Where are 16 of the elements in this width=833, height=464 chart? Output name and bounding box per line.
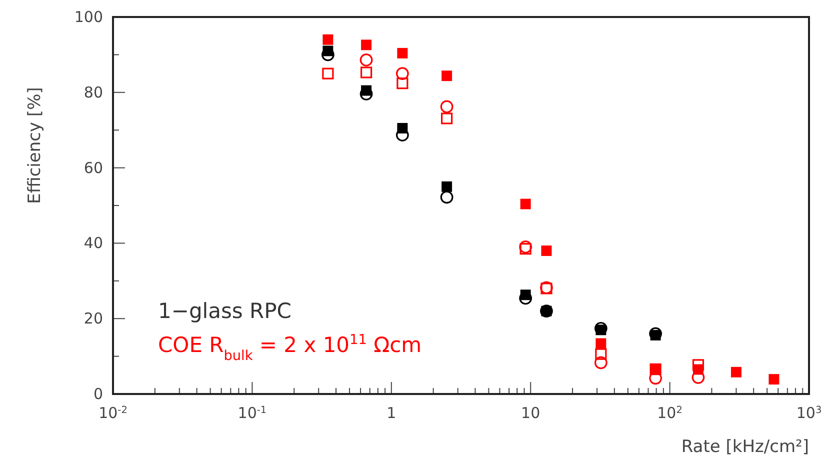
x-tick-label: 10 (521, 404, 540, 422)
y-tick-label: 40 (84, 234, 103, 252)
y-tick-label: 80 (84, 83, 103, 102)
y-tick-label: 0 (93, 385, 103, 403)
x-tick-label: 10$^{2}$ (657, 404, 682, 422)
x-axis-title: Rate [kHz/cm²] (681, 437, 809, 457)
y-tick-label: 60 (84, 158, 103, 177)
x-tick-label: 10$^{-2}$ (98, 404, 128, 422)
y-axis-title: Efficiency [%] (25, 87, 45, 204)
y-tick-label: 100 (74, 8, 103, 26)
annotation: 1−glass RPC (158, 299, 292, 323)
y-tick-label: 20 (84, 310, 103, 328)
x-tick-label: 1 (386, 404, 396, 422)
x-tick-label: 10$^{3}$ (796, 404, 822, 422)
annotation: COE R$_{bulk}$ = 2 x 10$^{11}$ Ωcm (158, 332, 422, 364)
x-tick-label: 10$^{-1}$ (238, 404, 267, 422)
